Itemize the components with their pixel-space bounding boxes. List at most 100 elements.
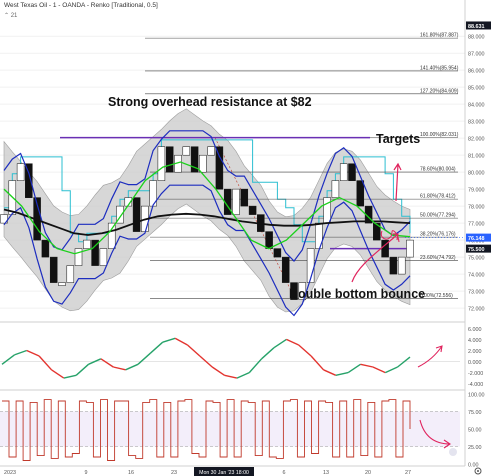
- oscillator-segment: [100, 358, 114, 368]
- channel-lower-line: [3, 184, 411, 317]
- oscillator-segment: [323, 369, 337, 376]
- renko-brick: [157, 146, 166, 181]
- y-tick-label: 84.000: [468, 103, 485, 109]
- oscillator-segment: [273, 338, 287, 349]
- y-tick-label: 83.000: [468, 120, 485, 126]
- y-tick-label: 2.000: [468, 349, 482, 355]
- renko-brick: [16, 163, 25, 181]
- oscillator-segment: [335, 371, 349, 376]
- renko-bricks: [0, 130, 414, 317]
- oscillator-segment: [224, 374, 238, 379]
- oscillator-segment: [211, 366, 225, 376]
- fib-trend-line: [214, 137, 296, 299]
- watermark-icon: [449, 448, 457, 456]
- y-tick-label: 74.000: [468, 273, 485, 279]
- y-tick-label: 100.00: [468, 393, 485, 399]
- y-tick-label: 86.000: [468, 69, 485, 75]
- renko-brick: [389, 256, 398, 275]
- oscillator-segment: [347, 363, 361, 374]
- renko-brick: [339, 163, 348, 181]
- oscillator-segment: [187, 344, 201, 357]
- double-bottom-arrow: [351, 233, 399, 283]
- renko-brick: [397, 256, 406, 275]
- renko-brick: [99, 248, 108, 266]
- renko-brick: [298, 282, 307, 300]
- oscillator-segment: [137, 352, 151, 365]
- fast-ma-line: [3, 161, 411, 255]
- oscillator-segment: [298, 344, 312, 357]
- renko-brick: [232, 188, 240, 215]
- fib-level-label: 78.60%(80.004): [420, 167, 456, 173]
- x-axis-ticks[interactable]: 2023 9 16 23 Mon 30 Jan '23 18:00 6 13 20 27: [4, 467, 411, 476]
- fib-level-label: 50.00%(77.294): [420, 213, 456, 219]
- settings-gear-icon[interactable]: [474, 467, 482, 475]
- fib-level-label: 141.40%(85.954): [420, 65, 459, 71]
- x-tick-label: 16: [128, 470, 134, 476]
- price-tag-label: 88.631: [468, 24, 485, 30]
- renko-brick: [107, 222, 116, 249]
- stochastic-line: [2, 399, 411, 461]
- oscillator-segment: [149, 341, 164, 354]
- price-tag-box: [466, 233, 491, 242]
- stochastic-pane: [0, 399, 460, 461]
- x-tick-label: 2023: [4, 470, 16, 476]
- oscillator-segment: [385, 366, 398, 374]
- y-axis-ticks: 72.000 73.000 74.000 75.000 76.000 77.000 78.0…: [468, 35, 485, 469]
- oscillator-segment: [248, 358, 263, 374]
- y-tick-label: 79.000: [468, 188, 485, 194]
- y-tick-label: 50.00: [468, 428, 482, 434]
- annotation-targets: Targets: [376, 132, 420, 146]
- price-tag-label: 76.148: [468, 236, 485, 242]
- renko-brick: [240, 188, 249, 207]
- oscillator-segment: [310, 355, 325, 371]
- y-tick-label: 85.000: [468, 86, 485, 92]
- renko-brick: [373, 222, 381, 241]
- collapse-indicator[interactable]: ⌃ 21: [4, 12, 18, 19]
- double-bottom-mark: [380, 230, 400, 243]
- y-tick-label: 76.000: [468, 239, 485, 245]
- y-tick-label: 77.000: [468, 222, 485, 228]
- crosshair-time-box: [194, 467, 254, 476]
- y-tick-label: 4.000: [468, 338, 482, 344]
- renko-brick: [66, 265, 75, 283]
- renko-brick: [49, 256, 58, 283]
- y-tick-label: 82.000: [468, 137, 485, 143]
- oscillator-segment: [26, 349, 40, 357]
- y-tick-label: 25.00: [468, 445, 482, 451]
- renko-brick: [116, 205, 124, 224]
- oscillator-segment: [14, 349, 27, 356]
- fib-level-label: 23.60%(74.792): [420, 255, 456, 261]
- fib-level-label: 161.80%(87.887): [420, 33, 459, 39]
- channel-upper-line: [3, 130, 411, 263]
- x-tick-label: 9: [85, 470, 88, 476]
- y-tick-label: 88.000: [468, 35, 485, 41]
- renko-brick: [132, 197, 141, 232]
- renko-brick: [406, 239, 414, 258]
- y-tick-label: 72.000: [468, 307, 485, 313]
- fib-level-label: 38.20%(76.176): [420, 232, 456, 238]
- annotation-resistance: Strong overhead resistance at $82: [108, 95, 312, 109]
- x-tick-label: 6: [283, 470, 286, 476]
- keltner-band-area: [3, 108, 411, 313]
- oscillator-segment: [261, 347, 275, 360]
- y-tick-label: 75.00: [468, 410, 482, 416]
- oscillator-segment: [397, 356, 411, 368]
- y-tick-label: 73.000: [468, 290, 485, 296]
- oscillator-segment: [162, 337, 176, 343]
- oscillator-segment: [174, 337, 188, 346]
- renko-brick: [0, 214, 8, 224]
- slow-ma-line: [3, 208, 411, 236]
- oscillator-segment: [63, 374, 77, 379]
- oscillator-segment: [1, 354, 15, 365]
- renko-brick: [356, 180, 365, 207]
- oscillator-segment: [113, 366, 126, 371]
- x-tick-label: 23: [171, 470, 177, 476]
- renko-brick: [348, 163, 356, 181]
- oscillator-segment: [199, 355, 213, 368]
- renko-brick: [91, 239, 99, 266]
- y-tick-label: -2.000: [468, 371, 483, 377]
- x-tick-label: Mon 30 Jan '23 18:00: [199, 470, 249, 476]
- y-tick-label: 6.000: [468, 327, 482, 333]
- renko-brick: [331, 180, 340, 198]
